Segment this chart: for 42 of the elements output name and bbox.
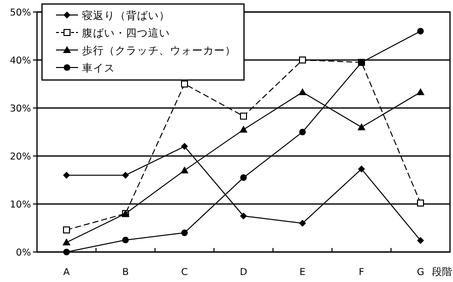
- point: [358, 123, 366, 130]
- legend-label: 腹ばい・四つ這い: [82, 26, 170, 40]
- point: [417, 28, 424, 34]
- y-tick-label: 40%: [10, 56, 31, 66]
- point: [181, 230, 188, 236]
- point: [181, 142, 188, 150]
- point: [63, 226, 70, 234]
- point: [299, 56, 306, 64]
- legend-label: 歩行（クラッチ、ウォーカー）: [82, 44, 236, 57]
- point: [240, 126, 248, 133]
- legend-label: 寝返り（背ばい）: [82, 9, 170, 22]
- point: [417, 200, 424, 207]
- point: [358, 165, 365, 172]
- y-tick-label: 10%: [10, 200, 31, 210]
- x-tick-label: E: [299, 267, 306, 278]
- y-tick-label: 0%: [16, 248, 31, 258]
- x-tick-label: C: [181, 267, 188, 278]
- point: [416, 88, 424, 96]
- point: [240, 174, 247, 181]
- x-tick-label: B: [122, 267, 129, 278]
- point: [299, 220, 306, 227]
- point: [122, 236, 129, 244]
- legend-label: 車イス: [82, 62, 115, 74]
- y-tick-label: 50%: [10, 8, 31, 18]
- y-tick-label: 20%: [10, 152, 31, 162]
- point: [240, 212, 247, 220]
- x-tick-label: D: [240, 267, 248, 278]
- x-tick-label: F: [358, 267, 364, 278]
- point: [181, 80, 188, 88]
- x-axis-title: 段階: [432, 266, 452, 278]
- point: [299, 128, 306, 136]
- point: [417, 236, 424, 244]
- y-tick-label: 30%: [10, 104, 31, 114]
- point: [63, 172, 70, 179]
- point: [122, 172, 129, 179]
- point: [62, 238, 70, 246]
- point: [63, 248, 70, 256]
- x-tick-label: A: [63, 267, 70, 278]
- point: [180, 166, 188, 174]
- point: [240, 112, 247, 120]
- point: [298, 88, 306, 96]
- x-tick-label: G: [416, 267, 424, 278]
